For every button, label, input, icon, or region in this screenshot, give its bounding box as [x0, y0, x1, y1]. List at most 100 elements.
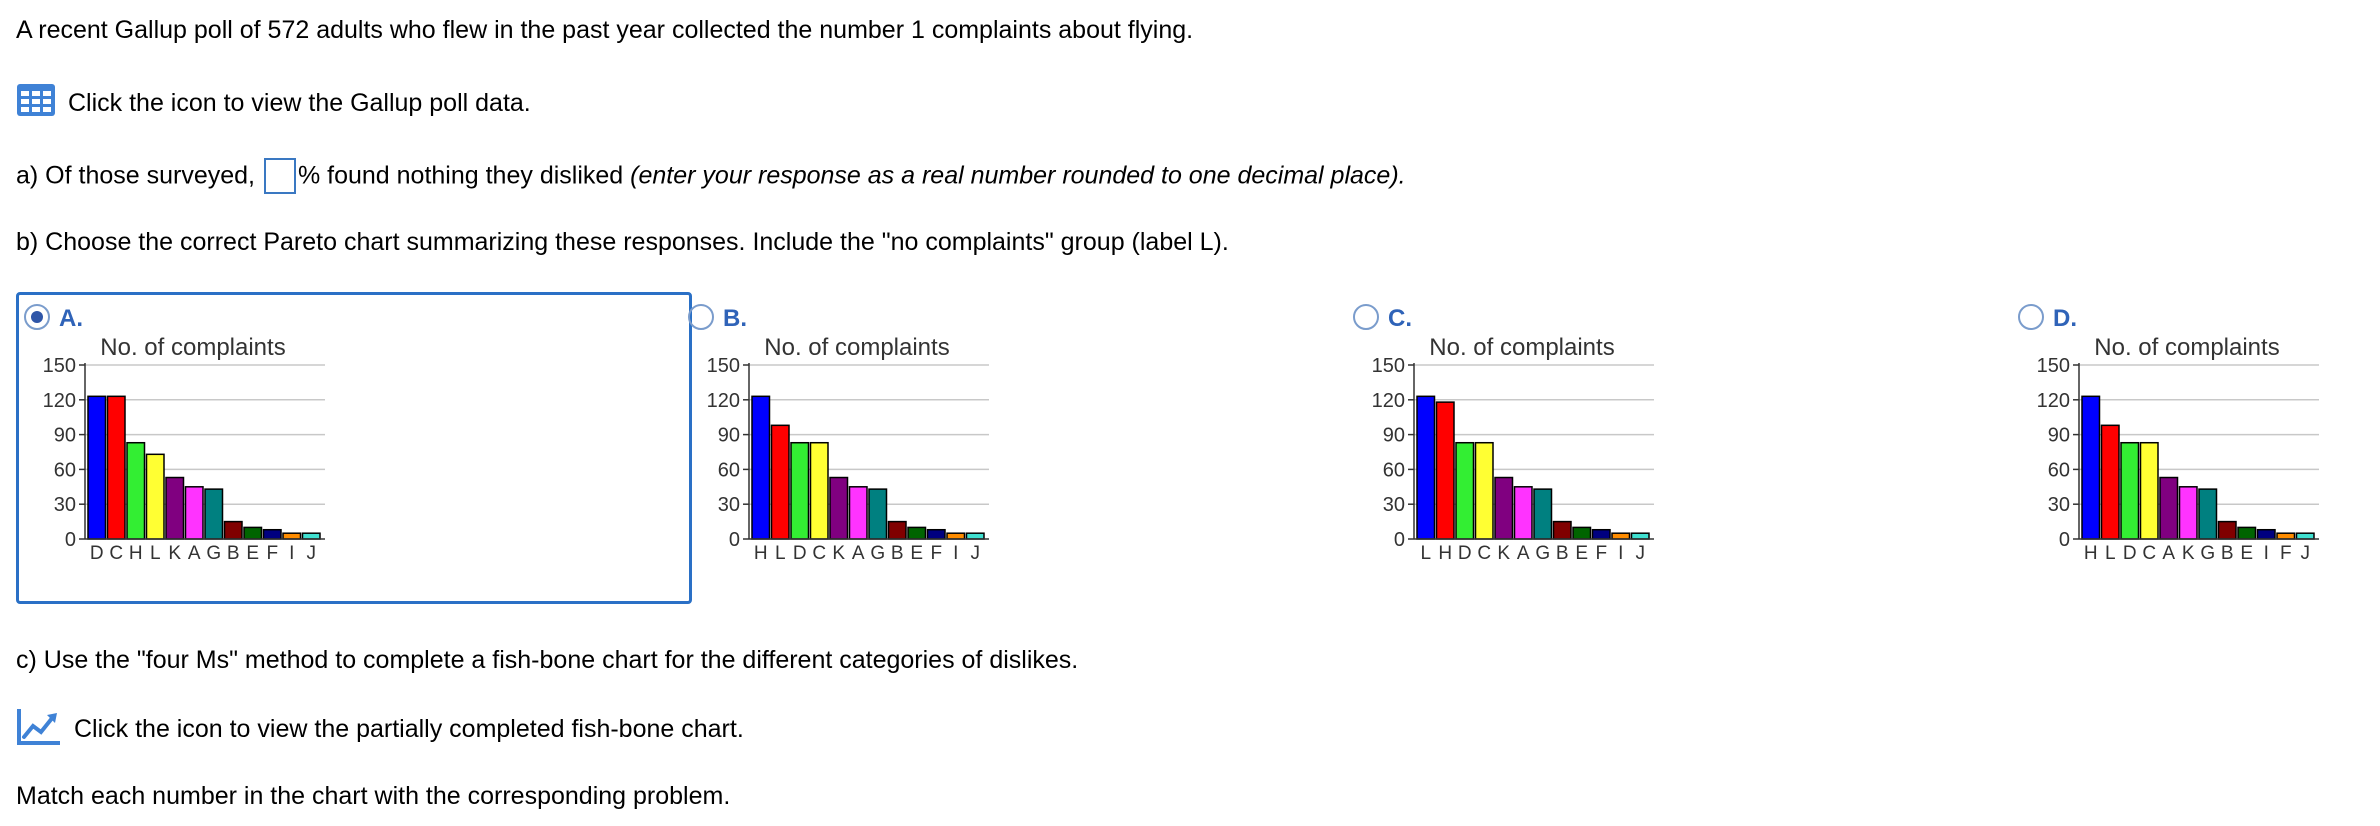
bar-g — [1533, 488, 1553, 540]
bar-i — [1611, 532, 1631, 540]
y-tick-label: 30 — [2048, 494, 2070, 516]
y-tick-label: 30 — [718, 494, 740, 516]
option-a-label[interactable]: A. — [59, 305, 83, 332]
y-tick-label: 120 — [1372, 390, 1405, 412]
bar-j — [301, 532, 321, 540]
x-category-label: G — [1535, 543, 1550, 564]
bar-g — [2198, 488, 2218, 540]
bar-l — [2100, 424, 2120, 540]
x-category-label: A — [1517, 543, 1530, 564]
bar-l — [145, 453, 165, 540]
option-b-label[interactable]: B. — [723, 305, 747, 332]
bar-k — [165, 476, 185, 540]
bar-e — [1572, 526, 1592, 540]
bar-d — [2120, 441, 2140, 540]
option-b[interactable]: B. No. of complaints 0 30 60 90 120 150 H L D C K A G B… — [680, 292, 1356, 604]
x-category-label: L — [2105, 543, 2116, 564]
bar-i — [946, 532, 966, 540]
x-category-label: K — [832, 543, 845, 564]
x-category-label: B — [1556, 543, 1569, 564]
y-tick-label: 60 — [1383, 459, 1405, 481]
bar-g — [204, 488, 224, 540]
x-category-label: H — [129, 543, 143, 564]
option-c-label[interactable]: C. — [1388, 305, 1412, 332]
bar-b — [887, 520, 907, 540]
option-d-label[interactable]: D. — [2053, 305, 2077, 332]
bar-d — [1455, 441, 1475, 540]
table-icon[interactable] — [16, 82, 56, 125]
pareto-chart-a: No. of complaints 0 30 60 90 120 150 D C H L K A G B E F… — [43, 334, 325, 564]
bar-d — [87, 395, 107, 540]
bar-j — [2295, 532, 2315, 540]
option-a-radio[interactable] — [24, 304, 50, 330]
x-category-label: F — [266, 543, 278, 564]
x-category-label: L — [1420, 543, 1431, 564]
x-category-label: K — [1497, 543, 1510, 564]
option-b-radio[interactable] — [688, 304, 714, 330]
line-chart-icon[interactable] — [16, 706, 62, 753]
option-d-radio[interactable] — [2018, 304, 2044, 330]
option-a[interactable]: A. No. of complaints 0 30 60 90 120 150 D C H L K A G B… — [16, 292, 692, 604]
x-category-label: B — [227, 543, 240, 564]
bar-f — [2276, 532, 2296, 540]
x-category-label: A — [2162, 543, 2175, 564]
chart-link-row: Click the icon to view the partially com… — [16, 706, 744, 753]
bar-a — [848, 486, 868, 540]
x-category-label: F — [2280, 543, 2292, 564]
data-link-row: Click the icon to view the Gallup poll d… — [16, 82, 531, 125]
part-b-question: b) Choose the correct Pareto chart summa… — [16, 228, 1229, 256]
option-d[interactable]: D. No. of complaints 0 30 60 90 120 150 H L D C A K G B… — [2010, 292, 2380, 604]
option-c-radio[interactable] — [1353, 304, 1379, 330]
bar-k — [2178, 486, 2198, 540]
bar-h — [2081, 395, 2101, 540]
y-tick-label: 150 — [43, 355, 76, 377]
bar-h — [751, 395, 771, 540]
x-category-label: D — [793, 543, 807, 564]
part-c-question: c) Use the "four Ms" method to complete … — [16, 646, 1079, 674]
x-category-label: G — [870, 543, 885, 564]
data-link-text[interactable]: Click the icon to view the Gallup poll d… — [68, 89, 531, 117]
chart-title: No. of complaints — [1429, 334, 1614, 361]
x-category-label: L — [150, 543, 161, 564]
bar-a — [184, 486, 204, 540]
pareto-chart-d: No. of complaints 0 30 60 90 120 150 H L D C A K G B E I… — [2037, 334, 2319, 564]
bar-e — [243, 526, 263, 540]
x-category-label: K — [168, 543, 181, 564]
x-category-label: B — [2221, 543, 2234, 564]
bar-a — [2159, 476, 2179, 540]
x-category-label: I — [2264, 543, 2269, 564]
x-category-label: J — [1636, 543, 1646, 564]
y-tick-label: 30 — [54, 494, 76, 516]
percent-answer-input[interactable] — [263, 158, 296, 194]
bar-l — [1416, 395, 1436, 540]
x-category-label: J — [307, 543, 317, 564]
part-a-question: a) Of those surveyed, % found nothing th… — [16, 158, 1406, 194]
option-c[interactable]: C. No. of complaints 0 30 60 90 120 150 L H D C K A G B… — [1345, 292, 2021, 604]
pareto-chart-b: No. of complaints 0 30 60 90 120 150 H L D C K A G B E F… — [707, 334, 989, 564]
y-tick-label: 90 — [1383, 425, 1405, 447]
y-tick-label: 150 — [1372, 355, 1405, 377]
y-tick-label: 60 — [2048, 459, 2070, 481]
y-tick-label: 0 — [729, 529, 740, 551]
x-category-label: H — [1438, 543, 1452, 564]
x-category-label: A — [188, 543, 201, 564]
y-tick-label: 150 — [2037, 355, 2070, 377]
match-instruction: Match each number in the chart with the … — [16, 782, 731, 810]
x-category-label: G — [2200, 543, 2215, 564]
x-category-label: H — [2084, 543, 2098, 564]
x-category-label: E — [2240, 543, 2253, 564]
y-tick-label: 120 — [707, 390, 740, 412]
x-category-label: L — [775, 543, 786, 564]
bar-g — [868, 488, 888, 540]
bar-f — [1591, 528, 1611, 540]
bar-h — [1435, 401, 1455, 540]
bar-a — [1513, 486, 1533, 540]
bar-c — [809, 441, 829, 540]
x-category-label: J — [971, 543, 981, 564]
chart-link-text[interactable]: Click the icon to view the partially com… — [74, 715, 744, 743]
bar-e — [2237, 526, 2257, 540]
part-a-note: (enter your response as a real number ro… — [630, 161, 1406, 190]
bar-e — [907, 526, 927, 540]
x-category-label: I — [1618, 543, 1623, 564]
chart-title: No. of complaints — [764, 334, 949, 361]
